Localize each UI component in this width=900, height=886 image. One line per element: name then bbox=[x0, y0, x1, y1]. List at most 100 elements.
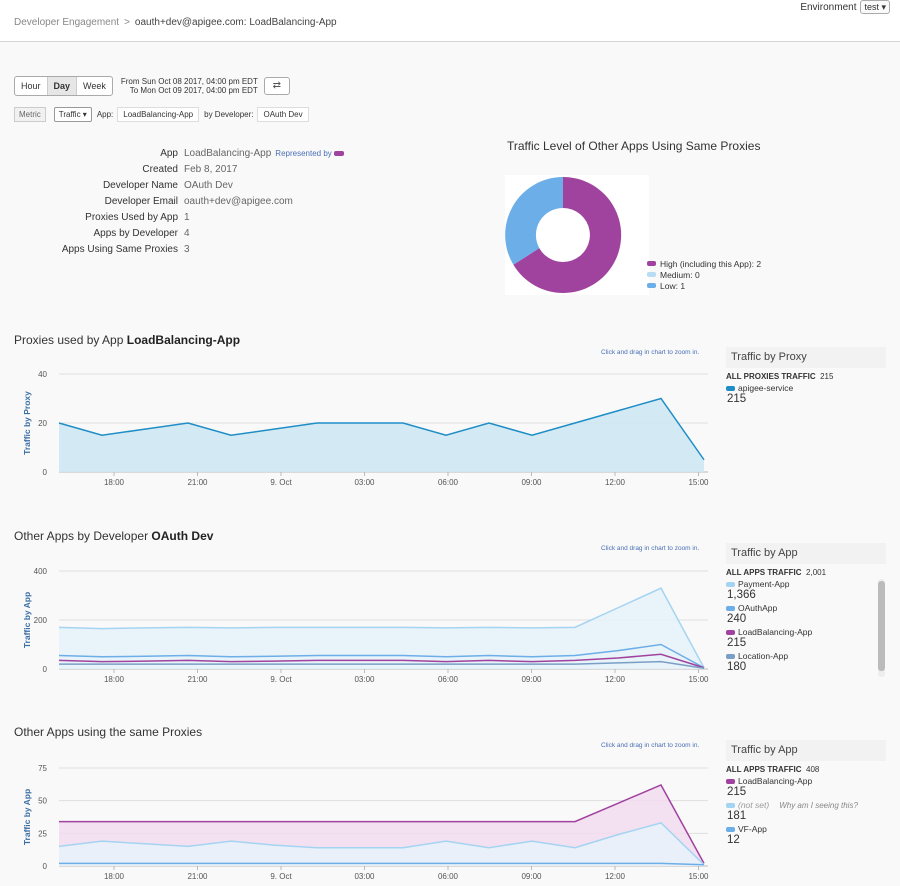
x-tick-label: 09:00 bbox=[521, 675, 542, 684]
app-color-swatch bbox=[333, 150, 344, 156]
panel-total-value: 408 bbox=[806, 765, 820, 774]
donut-chart-title: Traffic Level of Other Apps Using Same P… bbox=[507, 139, 761, 153]
donut-slice-high[interactable] bbox=[513, 176, 622, 293]
info-key: Apps by Developer bbox=[93, 228, 179, 239]
section-title-developer-apps: Other Apps by Developer OAuth Dev bbox=[14, 529, 213, 543]
legend-item-medium[interactable]: Medium: 0 bbox=[647, 269, 761, 280]
day-button[interactable]: Day bbox=[47, 77, 78, 95]
date-range-text[interactable]: From Sun Oct 08 2017, 04:00 pm EDT To Mo… bbox=[121, 77, 258, 95]
panel-total: ALL APPS TRAFFIC 408 bbox=[726, 765, 886, 774]
x-tick-label: 06:00 bbox=[438, 478, 459, 487]
panel-item-value: 1,366 bbox=[727, 589, 756, 601]
week-button[interactable]: Week bbox=[83, 81, 106, 91]
y-axis-label: Traffic by App bbox=[22, 789, 32, 845]
panel-scrollbar-thumb[interactable] bbox=[878, 581, 885, 671]
x-tick-label: 15:00 bbox=[688, 675, 709, 684]
info-row-developer-name: Developer Name OAuth Dev bbox=[30, 178, 344, 194]
panel-item[interactable]: LoadBalancing-App 215 bbox=[726, 627, 886, 649]
panel-item[interactable]: apigee-service 215 bbox=[726, 383, 886, 405]
panel-item-name: VF-App bbox=[738, 824, 767, 834]
donut-chart[interactable] bbox=[505, 175, 649, 295]
info-key: Developer Name bbox=[102, 180, 178, 191]
developer-apps-chart[interactable]: 0 200 400 Traffic by App 18:00 21:00 9. Oct 03:… bbox=[14, 557, 714, 687]
info-row-created: Created Feb 8, 2017 bbox=[30, 162, 344, 178]
series-line-vf-app bbox=[59, 862, 705, 866]
legend-label: High (including this App): 2 bbox=[660, 258, 762, 269]
why-seeing-this-link[interactable]: Why am I seeing this? bbox=[779, 800, 858, 810]
x-tick-label: 09:00 bbox=[521, 478, 542, 487]
section-title-proxies: Proxies used by App LoadBalancing-App bbox=[14, 333, 240, 347]
breadcrumb-separator: > bbox=[124, 17, 130, 28]
info-key: App bbox=[160, 148, 178, 159]
section-title-prefix: Proxies used by App bbox=[14, 333, 127, 347]
panel-item[interactable]: LoadBalancing-App 215 bbox=[726, 776, 886, 798]
time-unit-buttons: Hour Day Week bbox=[14, 76, 113, 96]
y-axis-label: Traffic by Proxy bbox=[22, 391, 32, 455]
donut-slice-low[interactable] bbox=[505, 177, 563, 265]
proxy-traffic-chart[interactable]: 0 20 40 Traffic by Proxy 18:00 21:00 9. Oct 03:… bbox=[14, 360, 714, 490]
panel-item-name: Payment-App bbox=[738, 579, 790, 589]
range-to: To Mon Oct 09 2017, 04:00 pm EDT bbox=[129, 86, 258, 95]
breadcrumb-root-link[interactable]: Developer Engagement bbox=[14, 17, 120, 28]
same-proxies-chart[interactable]: 0 25 50 75 Traffic by App 18:00 21:00 9. Oct 03:… bbox=[14, 754, 714, 884]
panel-item-swatch bbox=[726, 581, 735, 587]
panel-item[interactable]: Payment-App 1,366 bbox=[726, 579, 886, 601]
legend-item-low[interactable]: Low: 1 bbox=[647, 280, 761, 291]
x-tick-label: 06:00 bbox=[438, 872, 459, 881]
hour-button[interactable]: Hour bbox=[15, 77, 48, 95]
panel-item-name: (not set) bbox=[738, 800, 770, 810]
range-from: From Sun Oct 08 2017, 04:00 pm EDT bbox=[120, 77, 258, 86]
metric-select[interactable]: Traffic ▾ bbox=[53, 107, 92, 122]
panel-total-label: ALL PROXIES TRAFFIC bbox=[726, 372, 816, 381]
panel-item-swatch bbox=[726, 629, 735, 635]
panel-item[interactable]: VF-App 12 bbox=[726, 824, 886, 846]
series-line-loadbalancing-app bbox=[59, 784, 705, 864]
series-area-apigee-service bbox=[59, 398, 704, 472]
info-key: Proxies Used by App bbox=[85, 212, 178, 223]
main-content: Hour Day Week From Sun Oct 08 2017, 04:0… bbox=[0, 42, 900, 886]
x-tick-label: 03:00 bbox=[354, 478, 375, 487]
panel-item-value: 12 bbox=[727, 834, 740, 846]
panel-item[interactable]: OAuthApp 240 bbox=[726, 603, 886, 625]
x-tick-label: 06:00 bbox=[438, 675, 459, 684]
info-value: Feb 8, 2017 bbox=[184, 164, 238, 175]
compare-swap-button[interactable]: ⇄ bbox=[263, 77, 290, 95]
info-row-apps-same-proxies: Apps Using Same Proxies 3 bbox=[30, 242, 344, 258]
panel-total: ALL APPS TRAFFIC 2,001 bbox=[726, 568, 886, 577]
y-axis-label: Traffic by App bbox=[22, 592, 32, 648]
panel-item-value: 215 bbox=[727, 637, 747, 649]
legend-swatch bbox=[647, 283, 656, 288]
panel-total-value: 2,001 bbox=[806, 568, 827, 577]
panel-item-value: 215 bbox=[727, 393, 747, 405]
info-value: oauth+dev@apigee.com bbox=[184, 196, 293, 207]
developer-value: OAuth Dev bbox=[257, 107, 309, 122]
panel-item-swatch bbox=[726, 653, 735, 659]
panel-title: Traffic by Proxy bbox=[726, 347, 886, 368]
x-tick-label: 9. Oct bbox=[270, 675, 292, 684]
swap-icon: ⇄ bbox=[272, 80, 282, 91]
info-value: 1 bbox=[184, 212, 190, 223]
environment-select[interactable]: test ▾ bbox=[860, 0, 890, 14]
legend-swatch bbox=[647, 261, 656, 266]
y-tick-label: 0 bbox=[43, 468, 48, 477]
panel-item-name: apigee-service bbox=[738, 383, 794, 393]
y-tick-label: 200 bbox=[34, 616, 48, 625]
info-key: Developer Email bbox=[104, 196, 178, 207]
panel-title: Traffic by App bbox=[726, 740, 886, 761]
section-title-bold: LoadBalancing-App bbox=[126, 333, 241, 347]
developer-apps-chart-svg: 0 200 400 Traffic by App 18:00 21:00 9. Oct 03:… bbox=[22, 567, 709, 684]
app-info-table: App LoadBalancing-App Represented by Crea… bbox=[30, 146, 344, 258]
info-key: Created bbox=[142, 164, 178, 175]
legend-item-high[interactable]: High (including this App): 2 bbox=[647, 258, 761, 269]
section-title-prefix: Other Apps using the same Proxies bbox=[14, 725, 203, 739]
section-title-bold: OAuth Dev bbox=[151, 529, 214, 543]
series-line-payment-app bbox=[58, 587, 705, 669]
panel-item[interactable]: (not set) Why am I seeing this? 181 bbox=[726, 800, 886, 822]
represented-by-label: Represented by bbox=[275, 149, 332, 158]
panel-scrollbar[interactable] bbox=[878, 579, 885, 677]
section-title-prefix: Other Apps by Developer bbox=[14, 529, 152, 543]
y-tick-label: 400 bbox=[34, 567, 48, 576]
info-row-developer-email: Developer Email oauth+dev@apigee.com bbox=[30, 194, 344, 210]
panel-item[interactable]: Location-App 180 bbox=[726, 651, 886, 673]
panel-item-name: OAuthApp bbox=[738, 603, 778, 613]
